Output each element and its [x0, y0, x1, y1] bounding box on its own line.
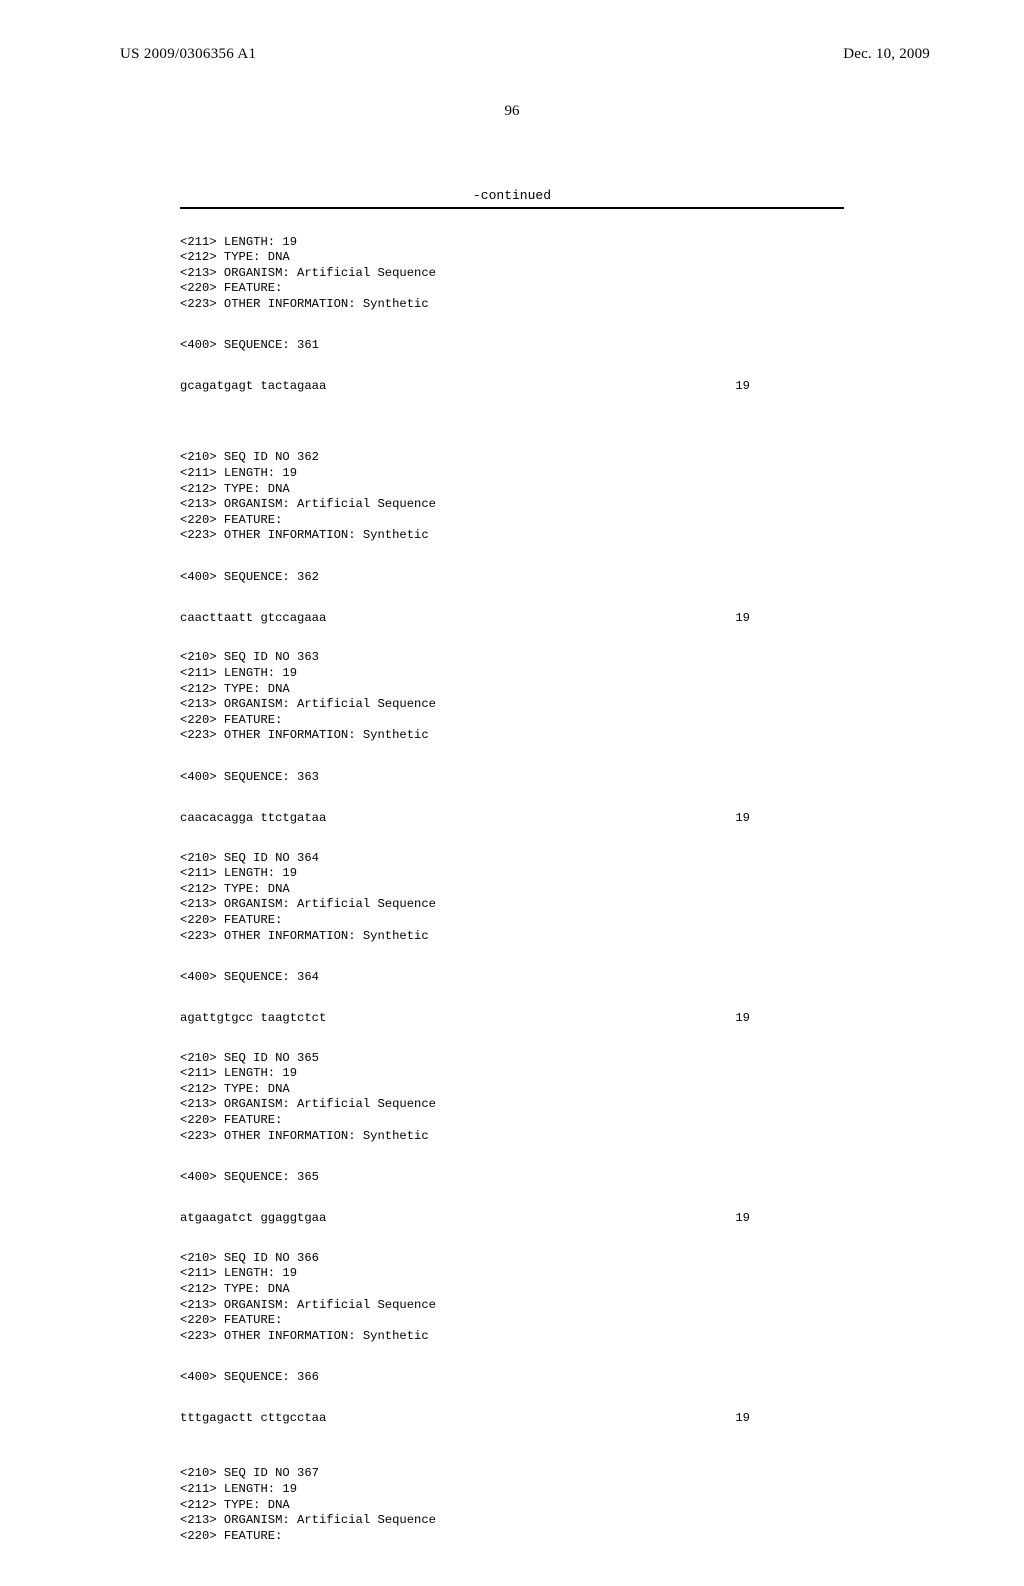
entries-container: <210> SEQ ID NO 362 <211> LENGTH: 19 <21…	[180, 450, 844, 1426]
seq-line: <223> OTHER INFORMATION: Synthetic	[180, 1329, 429, 1343]
seq-line: <213> ORGANISM: Artificial Sequence	[180, 897, 436, 911]
seq-line: <210> SEQ ID NO 363	[180, 650, 319, 664]
seq-line: <223> OTHER INFORMATION: Synthetic	[180, 1129, 429, 1143]
sequence-entry: <210> SEQ ID NO 364 <211> LENGTH: 19 <21…	[180, 851, 844, 1027]
seq-line: <211> LENGTH: 19	[180, 1482, 297, 1496]
sequence-length: 19	[735, 611, 750, 627]
seq-line: <223> OTHER INFORMATION: Synthetic	[180, 728, 429, 742]
sequence-data-row: atgaagatct ggaggtgaa 19	[180, 1211, 750, 1227]
seq-line: <212> TYPE: DNA	[180, 1282, 290, 1296]
sequence-string: gcagatgagt tactagaaa	[180, 379, 326, 395]
seq-line: <210> SEQ ID NO 364	[180, 851, 319, 865]
seq-line: <212> TYPE: DNA	[180, 882, 290, 896]
seq-400-line: <400> SEQUENCE: 361	[180, 338, 844, 354]
seq-line: <212> TYPE: DNA	[180, 1082, 290, 1096]
sequence-header: <211> LENGTH: 19 <212> TYPE: DNA <213> O…	[180, 235, 844, 313]
seq-line: <220> FEATURE:	[180, 1313, 282, 1327]
seq-line: <220> FEATURE:	[180, 513, 282, 527]
seq-400-line: <400> SEQUENCE: 365	[180, 1170, 844, 1186]
sequence-length: 19	[735, 379, 750, 395]
seq-line: <220> FEATURE:	[180, 913, 282, 927]
seq-400-line: <400> SEQUENCE: 363	[180, 770, 844, 786]
sequence-string: agattgtgcc taagtctct	[180, 1011, 326, 1027]
seq-line: <210> SEQ ID NO 367	[180, 1466, 319, 1480]
sequence-entry-partial-top: <211> LENGTH: 19 <212> TYPE: DNA <213> O…	[180, 219, 844, 426]
sequence-length: 19	[735, 1211, 750, 1227]
sequence-string: caacacagga ttctgataa	[180, 811, 326, 827]
sequence-data-row: gcagatgagt tactagaaa 19	[180, 379, 750, 395]
seq-line: <210> SEQ ID NO 362	[180, 450, 319, 464]
top-rule	[180, 207, 844, 209]
seq-line: <211> LENGTH: 19	[180, 1266, 297, 1280]
sequence-data-row: caacttaatt gtccagaaa 19	[180, 611, 750, 627]
sequence-entry: <210> SEQ ID NO 363 <211> LENGTH: 19 <21…	[180, 650, 844, 826]
sequence-data-row: agattgtgcc taagtctct 19	[180, 1011, 750, 1027]
seq-line: <212> TYPE: DNA	[180, 482, 290, 496]
seq-line: <212> TYPE: DNA	[180, 250, 290, 264]
publication-number: US 2009/0306356 A1	[120, 46, 256, 63]
sequence-data-row: tttgagactt cttgcctaa 19	[180, 1411, 750, 1427]
seq-line: <211> LENGTH: 19	[180, 466, 297, 480]
seq-line: <213> ORGANISM: Artificial Sequence	[180, 266, 436, 280]
sequence-string: tttgagactt cttgcctaa	[180, 1411, 326, 1427]
seq-line: <213> ORGANISM: Artificial Sequence	[180, 1298, 436, 1312]
seq-line: <213> ORGANISM: Artificial Sequence	[180, 1097, 436, 1111]
seq-line: <220> FEATURE:	[180, 281, 282, 295]
sequence-string: atgaagatct ggaggtgaa	[180, 1211, 326, 1227]
seq-line: <220> FEATURE:	[180, 1113, 282, 1127]
seq-line: <220> FEATURE:	[180, 713, 282, 727]
sequence-entry-partial-bottom: <210> SEQ ID NO 367 <211> LENGTH: 19 <21…	[180, 1451, 844, 1586]
seq-400-line: <400> SEQUENCE: 364	[180, 970, 844, 986]
seq-line: <210> SEQ ID NO 365	[180, 1051, 319, 1065]
seq-line: <213> ORGANISM: Artificial Sequence	[180, 497, 436, 511]
seq-line: <211> LENGTH: 19	[180, 866, 297, 880]
seq-line: <210> SEQ ID NO 366	[180, 1251, 319, 1265]
sequence-header: <210> SEQ ID NO 364 <211> LENGTH: 19 <21…	[180, 851, 844, 945]
sequence-header: <210> SEQ ID NO 363 <211> LENGTH: 19 <21…	[180, 650, 844, 744]
sequence-string: caacttaatt gtccagaaa	[180, 611, 326, 627]
sequence-length: 19	[735, 811, 750, 827]
seq-line: <220> FEATURE:	[180, 1529, 282, 1543]
content-area: -continued <211> LENGTH: 19 <212> TYPE: …	[0, 188, 1024, 1586]
sequence-header: <210> SEQ ID NO 365 <211> LENGTH: 19 <21…	[180, 1051, 844, 1145]
seq-400-line: <400> SEQUENCE: 362	[180, 570, 844, 586]
seq-line: <212> TYPE: DNA	[180, 682, 290, 696]
sequence-entry: <210> SEQ ID NO 366 <211> LENGTH: 19 <21…	[180, 1251, 844, 1427]
sequence-length: 19	[735, 1411, 750, 1427]
sequence-header: <210> SEQ ID NO 367 <211> LENGTH: 19 <21…	[180, 1466, 844, 1544]
page-number: 96	[0, 103, 1024, 120]
sequence-entry: <210> SEQ ID NO 365 <211> LENGTH: 19 <21…	[180, 1051, 844, 1227]
seq-line: <211> LENGTH: 19	[180, 666, 297, 680]
sequence-entry: <210> SEQ ID NO 362 <211> LENGTH: 19 <21…	[180, 450, 844, 626]
page-header: US 2009/0306356 A1 Dec. 10, 2009	[0, 0, 1024, 63]
seq-line: <213> ORGANISM: Artificial Sequence	[180, 1513, 436, 1527]
sequence-header: <210> SEQ ID NO 362 <211> LENGTH: 19 <21…	[180, 450, 844, 544]
seq-line: <223> OTHER INFORMATION: Synthetic	[180, 929, 429, 943]
continued-label: -continued	[180, 188, 844, 203]
seq-line: <212> TYPE: DNA	[180, 1498, 290, 1512]
seq-line: <213> ORGANISM: Artificial Sequence	[180, 697, 436, 711]
seq-line: <211> LENGTH: 19	[180, 1066, 297, 1080]
seq-line: <211> LENGTH: 19	[180, 235, 297, 249]
seq-line: <223> OTHER INFORMATION: Synthetic	[180, 528, 429, 542]
sequence-length: 19	[735, 1011, 750, 1027]
sequence-header: <210> SEQ ID NO 366 <211> LENGTH: 19 <21…	[180, 1251, 844, 1345]
sequence-data-row: caacacagga ttctgataa 19	[180, 811, 750, 827]
seq-400-line: <400> SEQUENCE: 366	[180, 1370, 844, 1386]
seq-line: <223> OTHER INFORMATION: Synthetic	[180, 297, 429, 311]
publication-date: Dec. 10, 2009	[843, 46, 930, 63]
